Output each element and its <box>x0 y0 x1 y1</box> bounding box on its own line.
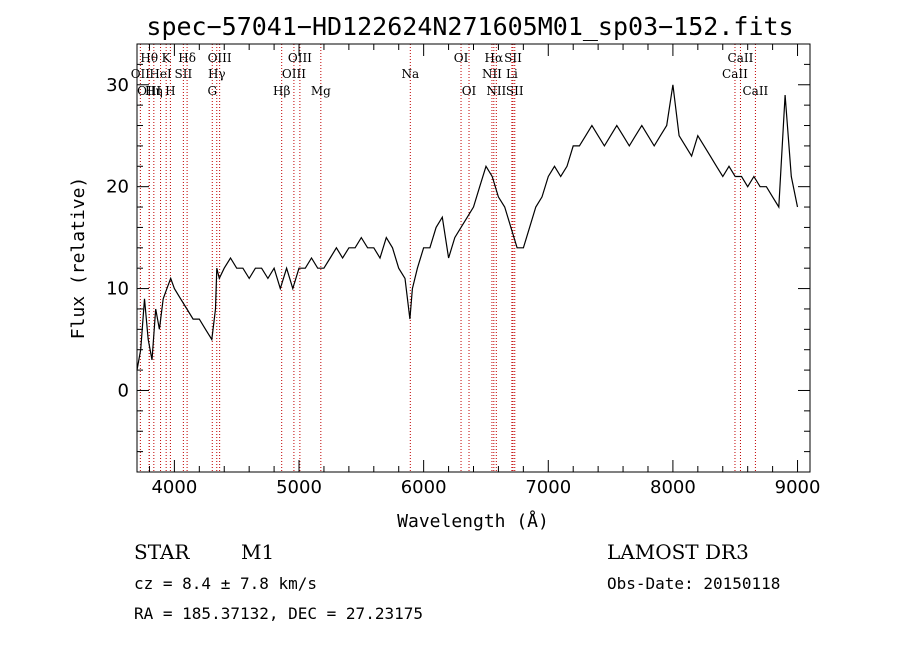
redshift-text: cz = 8.4 ± 7.8 km/s <box>134 574 317 593</box>
spectral-line-label: OIII <box>282 67 306 81</box>
spectral-line-label: OIII <box>208 51 232 65</box>
object-subclass: M1 <box>241 540 274 564</box>
spectral-line-label: OIII <box>137 84 161 98</box>
x-tick-label: 7000 <box>525 477 571 498</box>
spectral-line-label: SII <box>175 67 193 81</box>
spectral-line-label: G <box>207 84 217 98</box>
y-axis-ticks: 0 10 20 30 <box>106 43 810 453</box>
x-axis-label: Wavelength (Å) <box>397 510 549 532</box>
spectral-line-label: Hβ <box>273 84 290 98</box>
spectral-line-label: OI <box>462 84 477 98</box>
spectral-line-label: Mg <box>311 84 331 98</box>
x-tick-label: 5000 <box>276 477 322 498</box>
spectral-line-label: Na <box>401 67 419 81</box>
coordinates-text: RA = 185.37132, DEC = 27.23175 <box>134 604 423 623</box>
y-tick-label: 30 <box>106 75 129 96</box>
spectral-line-label: H <box>165 84 175 98</box>
x-tick-label: 4000 <box>151 477 197 498</box>
spectral-line-label: Hδ <box>178 51 196 65</box>
spectral-line-label: Hη <box>145 84 163 98</box>
spectrum-line <box>136 84 799 371</box>
spectral-line-label: K <box>162 51 172 65</box>
spectral-line-label: Hγ <box>208 67 226 81</box>
spectral-line-label: NII <box>482 67 502 81</box>
spectral-line-label: Li <box>506 67 518 81</box>
spectral-line-label: OIII <box>288 51 312 65</box>
x-tick-label: 8000 <box>650 477 696 498</box>
x-tick-label: 6000 <box>401 477 447 498</box>
spectral-line-label: Hθ <box>140 51 158 65</box>
spectral-line-markers <box>139 44 756 472</box>
plot-frame <box>136 43 811 473</box>
spectral-line-label: CaII <box>742 84 768 98</box>
spectral-line-label: OII <box>131 67 151 81</box>
chart-title: spec−57041−HD122624N271605M01_sp03−152.f… <box>146 12 793 41</box>
y-tick-label: 10 <box>106 279 129 300</box>
x-axis-ticks: 4000 5000 6000 7000 8000 9000 <box>148 44 821 498</box>
spectral-line-label: CaII <box>722 67 748 81</box>
spectral-line-label: Hα <box>485 51 504 65</box>
object-class: STAR <box>134 540 190 564</box>
y-tick-label: 0 <box>118 380 129 401</box>
x-tick-label: 9000 <box>775 477 821 498</box>
observation-date: Obs-Date: 20150118 <box>607 574 780 593</box>
survey-name: LAMOST DR3 <box>607 540 749 564</box>
y-tick-label: 20 <box>106 177 129 198</box>
spectrum-layer <box>136 84 799 371</box>
spectral-line-label: SII <box>504 51 522 65</box>
spectral-line-label: OI <box>454 51 469 65</box>
spectral-line-label: HeI <box>149 67 172 81</box>
spectral-line-label: CaII <box>728 51 754 65</box>
spectral-line-label: NII <box>486 84 506 98</box>
y-axis-label: Flux (relative) <box>68 177 89 340</box>
spectral-line-label: SII <box>506 84 524 98</box>
